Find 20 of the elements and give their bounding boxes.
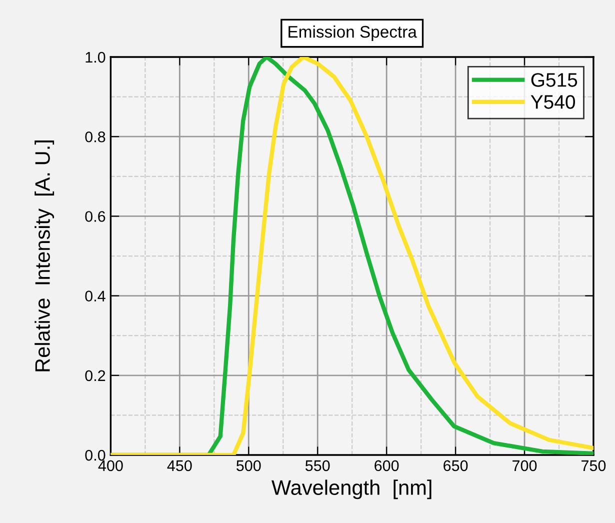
y-axis-title: Relative Intensity [A. U.] <box>34 140 54 372</box>
x-tick-label: 650 <box>444 460 468 472</box>
x-axis-title: Wavelength [nm] <box>272 480 432 500</box>
y-tick-label: 0.2 <box>85 370 106 382</box>
x-tick-label: 750 <box>582 460 606 472</box>
x-tick-label: 700 <box>512 460 537 472</box>
y-tick-label: 0.6 <box>85 211 106 222</box>
legend-label: G515 <box>531 73 578 87</box>
x-tick-label: 450 <box>167 460 192 472</box>
chart-title: Emission Spectra <box>288 25 417 42</box>
y-tick-label: 0.0 <box>85 450 106 461</box>
x-tick-label: 400 <box>98 460 123 472</box>
x-tick-label: 550 <box>305 460 330 472</box>
x-tick-label: 600 <box>374 460 399 472</box>
y-tick-label: 1.0 <box>86 52 106 63</box>
y-tick-label: 0.4 <box>85 290 106 302</box>
y-tick-label: 0.8 <box>85 131 106 142</box>
legend-label: Y540 <box>530 95 576 109</box>
x-tick-label: 500 <box>236 460 261 472</box>
line-series <box>110 57 594 456</box>
